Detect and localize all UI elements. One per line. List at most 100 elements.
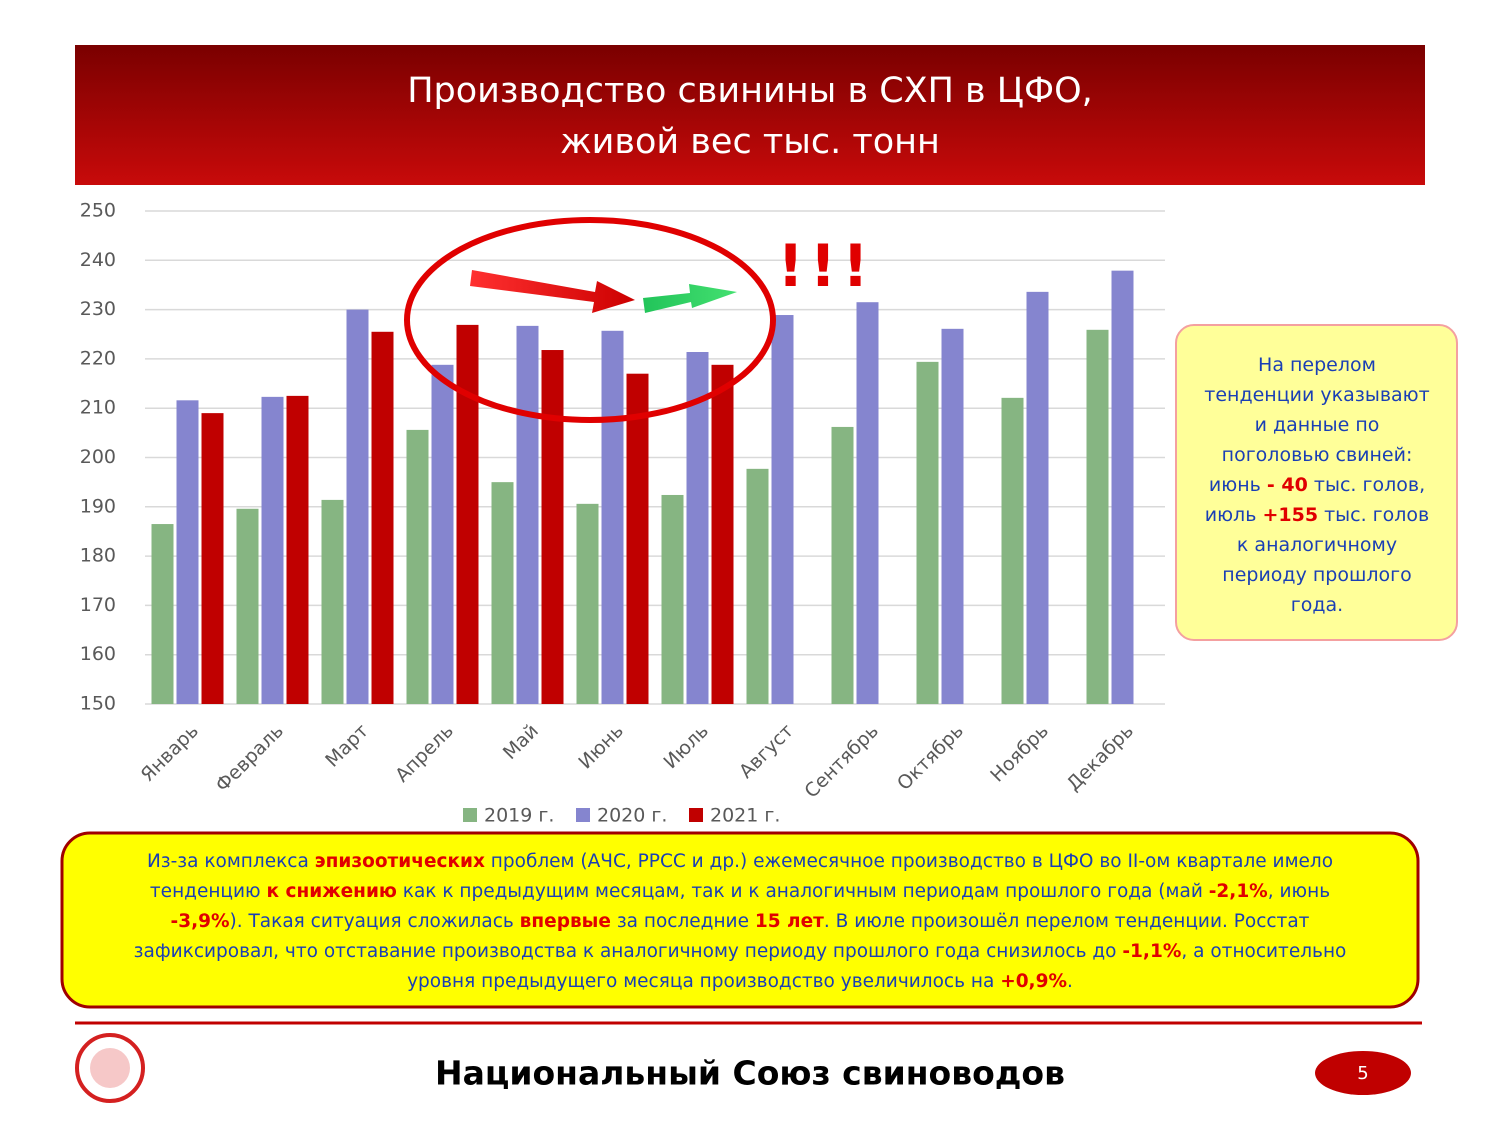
bar [916,361,939,704]
y-tick-label: 180 [80,545,116,567]
text-segment: . [1067,971,1073,992]
y-tick-label: 200 [80,446,116,468]
text-segment: периоду прошлого [1222,564,1411,586]
text-line: Из-за комплекса эпизоотических проблем (… [147,851,1333,872]
text-segment: тенденцию [150,881,267,902]
title-line: живой вес тыс. тонн [560,122,940,162]
text-segment: тыс. голов [1318,504,1429,526]
bar [201,413,224,704]
bar [1086,329,1109,704]
legend-swatch [576,808,590,822]
bar [576,503,599,704]
bar [321,499,344,704]
legend-label: 2021 г. [710,805,780,827]
bar [346,309,369,704]
text-line: -3,9%). Такая ситуация сложилась впервые… [171,911,1310,932]
text-segment: июль [1205,504,1263,526]
text-segment: -2,1% [1209,881,1268,902]
text-line: тенденцию к снижению как к предыдущим ме… [150,881,1330,902]
bar [856,302,879,704]
text-line: и данные по [1255,414,1380,436]
text-segment: - 40 [1267,474,1308,496]
y-tick-label: 190 [80,495,116,517]
text-line: уровня предыдущего месяца производство у… [407,971,1073,992]
bar [661,494,684,704]
title: Производство свинины в СХП в ЦФО, живой в… [407,71,1093,162]
text-line: года. [1291,594,1343,616]
y-tick-label: 210 [80,397,116,419]
text-segment: эпизоотических [315,851,485,872]
bar [406,429,429,704]
text-segment: года. [1291,594,1343,616]
text-segment: тыс. голов, [1308,474,1425,496]
text-segment: как к предыдущим месяцам, так и к аналог… [397,881,1209,902]
legend-swatch [463,808,477,822]
page-number: 5 [1357,1063,1368,1084]
text-segment: зафиксировал, что отставание производств… [134,941,1123,962]
text-line: июль +155 тыс. голов [1205,504,1430,526]
y-tick-label: 240 [80,249,116,271]
bar [831,426,854,704]
red-arrow [470,270,635,313]
summary: Из-за комплекса эпизоотических проблем (… [134,851,1347,992]
text-line: поголовью свиней: [1222,444,1413,466]
y-tick-label: 170 [80,594,116,616]
text-segment: , июнь [1268,881,1330,902]
text-line: На перелом [1258,354,1376,376]
bar [151,524,174,704]
highlight-ellipse [404,217,776,423]
y-tick-label: 160 [80,643,116,665]
text-segment: +0,9% [1000,971,1067,992]
legend-label: 2020 г. [597,805,667,827]
text-segment: июнь [1209,474,1267,496]
text-line: периоду прошлого [1222,564,1411,586]
text-segment: . В июле произошёл перелом тенденции. Ро… [824,911,1310,932]
text-segment: проблем (АЧС, РРСС и др.) ежемесячное пр… [485,851,1333,872]
bar [456,324,479,704]
bar [541,350,564,704]
bar [491,482,514,704]
text-segment: за последние [611,911,755,932]
bar [771,315,794,704]
text-segment: Из-за комплекса [147,851,315,872]
text-segment: +155 [1262,504,1318,526]
bar [261,396,284,704]
logo-inner [90,1048,130,1088]
header [75,45,1425,185]
text-line: тенденции указывают [1204,384,1429,406]
organization: Национальный Союз свиноводов [435,1054,1065,1093]
text-line: к аналогичному [1237,534,1397,556]
bar [431,364,454,704]
bar [516,325,539,704]
bar [711,364,734,704]
text-segment: -1,1% [1122,941,1181,962]
y-tick-label: 250 [80,200,116,222]
text-segment: На перелом [1258,354,1376,376]
bar [941,328,964,704]
bar [286,395,309,704]
text-line: июнь - 40 тыс. голов, [1209,474,1425,496]
text-segment: -3,9% [171,911,230,932]
page-badge [1315,1051,1411,1095]
legend-swatch [689,808,703,822]
bar [371,331,394,704]
bar [626,373,649,704]
y-tick-label: 150 [80,693,116,715]
note: На перелом тенденции указывают и данные по… [1204,354,1429,616]
text-segment: и данные по [1255,414,1380,436]
summary-box [60,831,1420,1009]
bar [601,330,624,704]
text-segment: к снижению [267,881,397,902]
bar [176,400,199,704]
y-tick-label: 230 [80,298,116,320]
text-segment: впервые [520,911,611,932]
bar [1001,397,1024,704]
text-segment: поголовью свиней: [1222,444,1413,466]
title-line: Производство свинины в СХП в ЦФО, [407,71,1093,111]
text-segment: к аналогичному [1237,534,1397,556]
note-box [1175,324,1458,641]
text-segment: тенденции указывают [1204,384,1429,406]
bar [686,351,709,704]
